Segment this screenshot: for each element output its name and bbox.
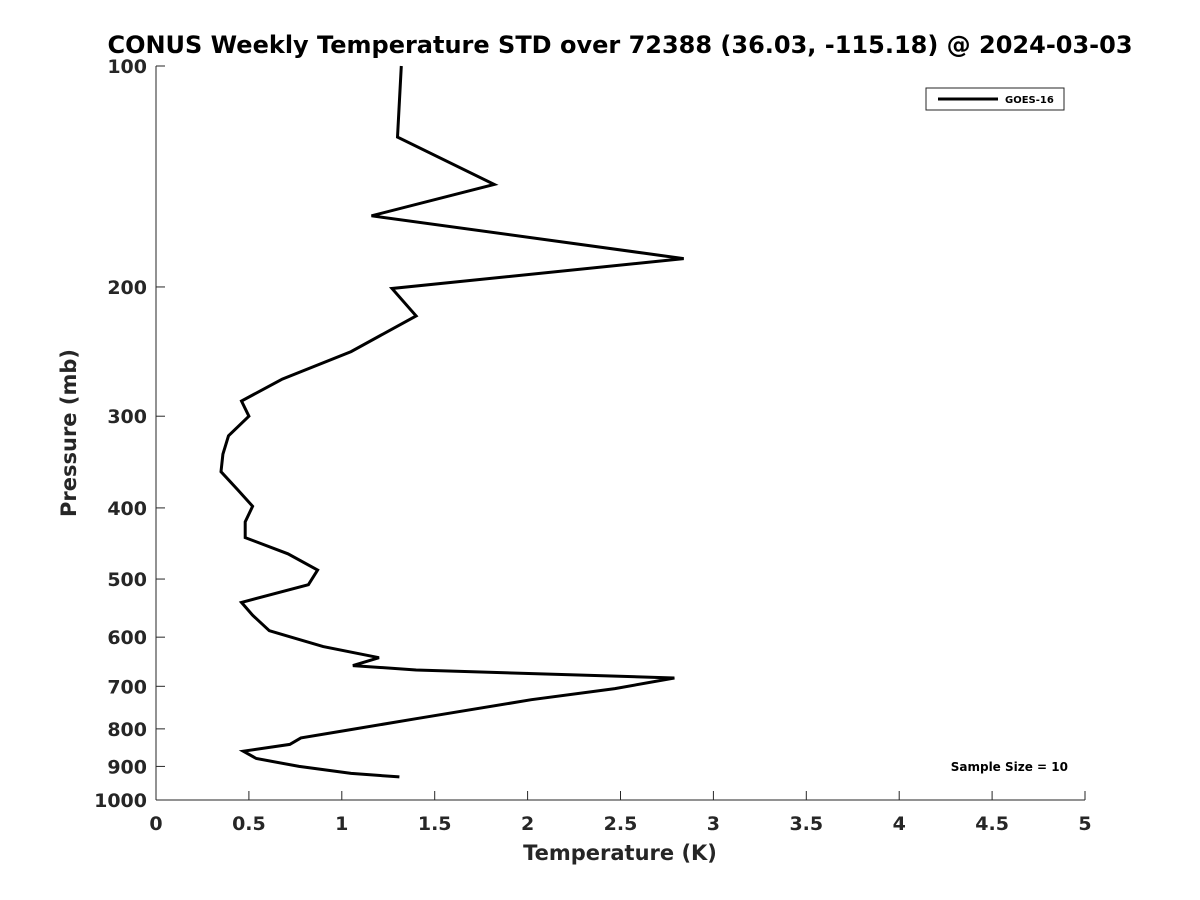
y-tick-label: 600 <box>107 627 147 649</box>
y-tick-label: 400 <box>107 498 147 520</box>
y-ticks: 100 200 300 400 500 600 700 800 900 1000 <box>94 56 165 812</box>
y-tick-label: 900 <box>107 756 147 778</box>
x-ticks: 0 0.5 1 1.5 2 2.5 3 3.5 4 4.5 5 <box>149 791 1092 835</box>
x-tick-label: 2.5 <box>604 813 638 835</box>
legend-label: GOES-16 <box>1005 95 1054 106</box>
y-tick-label: 200 <box>107 277 147 299</box>
chart-title: CONUS Weekly Temperature STD over 72388 … <box>107 31 1132 59</box>
y-tick-label: 300 <box>107 406 147 428</box>
x-tick-label: 1.5 <box>418 813 452 835</box>
x-tick-label: 3.5 <box>789 813 823 835</box>
y-tick-label: 800 <box>107 719 147 741</box>
x-tick-label: 5 <box>1078 813 1091 835</box>
legend: GOES-16 <box>925 87 1065 111</box>
x-tick-label: 4 <box>893 813 906 835</box>
x-axis-label: Temperature (K) <box>523 841 717 865</box>
y-axis-label: Pressure (mb) <box>57 349 81 517</box>
x-tick-label: 2 <box>521 813 534 835</box>
y-tick-label: 700 <box>107 676 147 698</box>
y-tick-label: 100 <box>107 56 147 78</box>
x-tick-label: 0 <box>149 813 162 835</box>
x-tick-label: 0.5 <box>232 813 266 835</box>
series-line <box>219 65 684 779</box>
series-layer <box>219 65 684 779</box>
y-tick-label: 1000 <box>94 790 147 812</box>
y-tick-label: 500 <box>107 569 147 591</box>
x-tick-label: 1 <box>335 813 348 835</box>
x-tick-label: 4.5 <box>975 813 1009 835</box>
sample-size-annotation: Sample Size = 10 <box>951 760 1068 774</box>
x-tick-label: 3 <box>707 813 720 835</box>
